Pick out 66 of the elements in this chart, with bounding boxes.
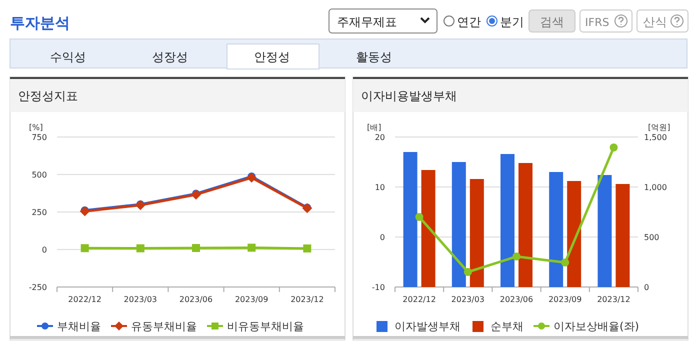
legend-label: 이자보상배율(좌) [554,320,640,333]
y-tick-label: 0 [380,233,385,242]
x-tick-label: 2023/06 [500,295,534,304]
y-tick-label: 750 [32,133,47,142]
y2-tick-label: 500 [644,233,660,242]
bar [616,184,630,287]
bar [549,172,564,287]
legend-label: 순부채 [490,320,524,333]
chart-title: 이자비용발생부채 [361,89,457,103]
text: 안정성 [254,50,290,64]
point [136,244,144,252]
x-tick-label: 2023/06 [179,295,213,304]
bar [421,170,436,287]
point [512,252,520,260]
bar [403,152,418,287]
point [464,268,472,276]
bar [500,154,514,287]
legend-label: 비유동부채비율 [227,320,304,333]
x-tick-label: 2023/09 [234,295,268,304]
point [610,144,618,152]
text: 활동성 [356,50,392,64]
y-tick-label: -10 [372,283,385,292]
x-tick-label: 2023/12 [290,295,324,304]
y-tick-label: 0 [42,246,47,254]
x-tick-label: 2023/03 [451,295,485,304]
y-tick-label: 20 [374,133,385,142]
x-tick-label: 2022/12 [402,295,436,304]
legend-label: 유동부채비율 [131,320,197,333]
text: IFRS [585,16,610,29]
bar [567,181,582,287]
bar [598,175,612,287]
y-tick-label: -250 [28,283,47,292]
text: 분기 [500,15,524,29]
text: 성장성 [152,50,188,64]
text: 검색 [540,15,564,29]
point [248,244,256,252]
text: 투자분석 [10,14,70,32]
point [80,244,89,252]
text: 산식 [643,15,667,29]
x-tick-label: 2023/09 [548,295,582,304]
y2-axis-title: [억원] [648,123,670,132]
y-axis-title: [배] [367,123,382,132]
x-tick-label: 2022/12 [68,295,102,304]
point [561,258,570,266]
legend-label: 이자발생부채 [394,320,460,333]
chart-title: 안정성지표 [18,89,78,103]
bar [452,162,466,287]
point [415,213,424,221]
y2-tick-label: 0 [644,283,650,292]
y2-tick-label: 1,000 [644,183,667,192]
x-tick-label: 2023/03 [124,295,158,304]
x-tick-label: 2023/12 [597,295,630,304]
y-tick-label: 10 [374,183,385,192]
text: 수익성 [50,50,86,64]
bar [518,163,532,287]
y-tick-label: 250 [32,208,47,217]
y-tick-label: 500 [32,170,47,180]
y2-tick-label: 1,500 [644,133,667,142]
point [246,172,257,183]
legend-label: 부채비율 [57,320,101,333]
point [192,244,200,252]
point [303,244,312,252]
text: 주재무제표 [337,15,397,29]
bar [470,179,484,287]
text: 연간 [457,15,481,29]
y-axis-title: [%] [29,123,43,132]
